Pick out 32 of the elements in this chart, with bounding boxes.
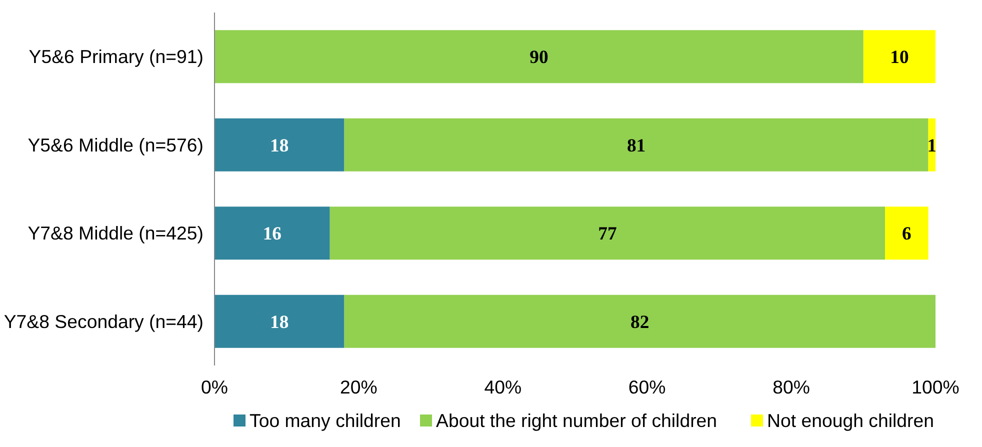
bar	[330, 206, 886, 260]
bar	[214, 294, 344, 348]
data-label: 16	[262, 224, 282, 245]
y-tick-label: Y5&6 Primary (n=91)	[28, 46, 204, 68]
data-label: 6	[902, 224, 912, 245]
x-tick-label: 60%	[628, 376, 666, 398]
bar	[214, 206, 330, 260]
bar	[214, 118, 344, 172]
x-tick-label: 80%	[772, 376, 810, 398]
data-label: 18	[270, 135, 289, 156]
data-label: 81	[626, 135, 646, 156]
y-tick-label: Y7&8 Secondary (n=44)	[4, 310, 204, 332]
data-label: 77	[598, 224, 617, 245]
x-tick-label: 100%	[912, 376, 960, 398]
legend-label: Not enough children	[767, 410, 934, 431]
data-label: 18	[270, 312, 289, 333]
bar	[214, 30, 864, 84]
data-label: 10	[890, 47, 909, 68]
data-label: 1	[927, 135, 937, 156]
bar	[344, 294, 936, 348]
bar	[885, 206, 928, 260]
data-label: 82	[630, 312, 650, 333]
data-label: 90	[530, 47, 548, 68]
bar	[344, 118, 928, 172]
x-tick-label: 40%	[484, 376, 522, 398]
y-tick-label: Y7&8 Middle (n=425)	[28, 222, 204, 244]
x-tick-label: 20%	[340, 376, 378, 398]
y-tick-label: Y5&6 Middle (n=576)	[28, 134, 204, 156]
bar	[863, 30, 936, 84]
legend-label: About the right number of children	[436, 410, 718, 431]
x-tick-label: 0%	[201, 376, 228, 398]
legend-label: Too many children	[250, 410, 401, 431]
